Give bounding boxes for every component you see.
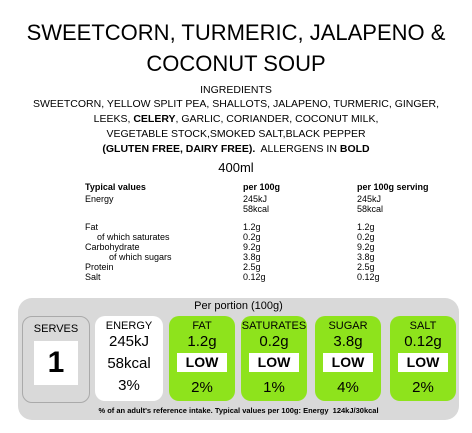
header-cell: Typical values xyxy=(85,182,146,192)
nutrient-level: LOW xyxy=(323,353,373,372)
nutrient-amount: 0.2g xyxy=(259,333,289,350)
nutrient-level: LOW xyxy=(398,353,448,372)
row-label: Fat xyxy=(85,222,99,232)
value-line: 58kcal xyxy=(357,204,384,214)
row-label: Protein xyxy=(85,262,114,272)
ingredient-text: LEEKS, xyxy=(93,113,134,125)
serves-cell: SERVES 1 xyxy=(22,316,90,403)
energy-ri: 3% xyxy=(118,377,140,394)
panel-heading: Per portion (100g) xyxy=(194,300,283,312)
row-value: 0.2g xyxy=(243,232,357,242)
nutrient-level: LOW xyxy=(249,353,299,372)
nutrient-cell: SUGAR 3.8g LOW 4% xyxy=(315,316,381,401)
nutrient-level: LOW xyxy=(177,353,227,372)
nutrient-ri: 4% xyxy=(337,379,359,396)
energy-kcal: 58kcal xyxy=(107,355,151,372)
nutrient-ri: 2% xyxy=(412,379,434,396)
value-line: 245kJ xyxy=(243,194,268,204)
ingredients-line: SWEETCORN, YELLOW SPLIT PEA, SHALLOTS, J… xyxy=(0,97,472,112)
energy-kj: 245kJ xyxy=(108,333,150,350)
energy-label: ENERGY xyxy=(105,320,153,332)
row-value: 1.2g xyxy=(243,222,357,232)
row-value: 0.12g xyxy=(243,272,357,282)
ingredients-line: VEGETABLE STOCK,SMOKED SALT,BLACK PEPPER xyxy=(0,127,472,142)
ingredient-text: (GLUTEN FREE, DAIRY FREE). xyxy=(102,143,256,155)
nutrient-label: FAT xyxy=(192,320,212,332)
ingredients-line: (GLUTEN FREE, DAIRY FREE). ALLERGENS IN … xyxy=(0,142,472,157)
value-line: 9.2g xyxy=(243,242,261,252)
serves-label: SERVES xyxy=(33,323,79,335)
value-line: 2.5g xyxy=(357,262,375,272)
row-value: 1.2g xyxy=(357,222,457,232)
nutrient-ri: 2% xyxy=(191,379,213,396)
table-row: Salt 0.12g 0.12g xyxy=(85,272,457,282)
nutrient-ri: 1% xyxy=(263,379,285,396)
value-line: 0.12g xyxy=(243,272,266,282)
nutrient-cell: SATURATES 0.2g LOW 1% xyxy=(241,316,307,401)
nutrient-cell: FAT 1.2g LOW 2% xyxy=(169,316,235,401)
header-cell: per 100g serving xyxy=(357,182,429,192)
nutrient-amount: 3.8g xyxy=(333,333,363,350)
ingredient-text: BOLD xyxy=(339,143,370,155)
value-line: 245kJ xyxy=(357,194,382,204)
row-label: Energy xyxy=(85,194,114,204)
nutrient-cell: SALT 0.12g LOW 2% xyxy=(390,316,456,401)
row-value: 245kJ 58kcal xyxy=(357,194,457,214)
value-line: 0.12g xyxy=(357,272,380,282)
title: SWEETCORN, TURMERIC, JALAPENO & xyxy=(26,20,446,45)
row-value: 3.8g xyxy=(243,252,357,262)
value-line: 3.8g xyxy=(357,252,375,262)
ingredient-text: VEGETABLE STOCK,SMOKED SALT,BLACK PEPPER xyxy=(106,128,366,140)
panel-footer: % of an adult's reference intake. Typica… xyxy=(98,406,379,415)
row-value: 3.8g xyxy=(357,252,457,262)
value-line: 1.2g xyxy=(243,222,261,232)
net-weight: 400ml xyxy=(218,160,254,175)
nutrient-label: SALT xyxy=(409,320,437,332)
value-line: 58kcal xyxy=(243,204,270,214)
value-line: 0.2g xyxy=(357,232,375,242)
ingredient-text: SWEETCORN, YELLOW SPLIT PEA, SHALLOTS, J… xyxy=(32,98,440,110)
table-row: Carbohydrate 9.2g 9.2g xyxy=(85,242,457,252)
row-label: Salt xyxy=(85,272,101,282)
ingredient-text: CELERY xyxy=(133,113,176,125)
nutrient-label: SATURATES xyxy=(241,320,307,332)
row-label: Carbohydrate xyxy=(85,242,140,252)
table-row: Energy 245kJ 58kcal 245kJ 58kcal xyxy=(85,194,457,214)
table-row: Fat 1.2g 1.2g xyxy=(85,222,457,232)
row-value: 9.2g xyxy=(243,242,357,252)
row-value: 245kJ 58kcal xyxy=(243,194,357,214)
row-value: 2.5g xyxy=(243,262,357,272)
traffic-light-panel: Per portion (100g) SERVES 1 ENERGY 245kJ 58kc… xyxy=(18,298,459,420)
value-line: 1.2g xyxy=(357,222,375,232)
table-header: Typical values per 100g per 100g serving xyxy=(85,182,457,192)
row-value: 2.5g xyxy=(357,262,457,272)
ingredients-heading: INGREDIENTS xyxy=(200,84,272,96)
table-row: of which sugars 3.8g 3.8g xyxy=(85,252,457,262)
ingredient-text: ALLERGENS IN xyxy=(255,143,340,155)
row-label: of which sugars xyxy=(109,252,172,262)
ingredient-text: , GARLIC, CORIANDER, COCONUT MILK, xyxy=(175,113,379,125)
nutrient-amount: 0.12g xyxy=(404,333,442,350)
nutrition-table: Typical values per 100g per 100g serving En… xyxy=(85,182,457,282)
serves-value: 1 xyxy=(34,341,78,385)
header-cell: per 100g xyxy=(243,182,281,192)
nutrient-label: SUGAR xyxy=(328,320,368,332)
value-line: 0.2g xyxy=(243,232,261,242)
row-value: 0.2g xyxy=(357,232,457,242)
nutrient-amount: 1.2g xyxy=(187,333,217,350)
energy-cell: ENERGY 245kJ 58kcal 3% xyxy=(95,316,163,401)
value-line: 2.5g xyxy=(243,262,261,272)
value-line: 9.2g xyxy=(357,242,375,252)
title: COCONUT SOUP xyxy=(146,51,326,76)
row-value: 0.12g xyxy=(357,272,457,282)
ingredients-line: LEEKS, CELERY, GARLIC, CORIANDER, COCONU… xyxy=(0,112,472,127)
table-row: of which saturates 0.2g 0.2g xyxy=(85,232,457,242)
table-row: Protein 2.5g 2.5g xyxy=(85,262,457,272)
row-label: of which saturates xyxy=(97,232,170,242)
row-value: 9.2g xyxy=(357,242,457,252)
value-line: 3.8g xyxy=(243,252,261,262)
